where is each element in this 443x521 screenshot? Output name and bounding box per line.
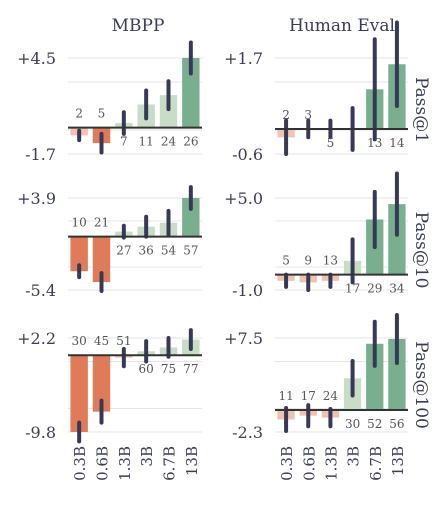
x-tick-label: 1.3B bbox=[116, 446, 134, 481]
y-tick-label: -1.7 bbox=[25, 145, 56, 164]
bar bbox=[366, 343, 384, 410]
count-label: 75 bbox=[161, 362, 176, 376]
row-label-pass1: Pass@1 bbox=[411, 77, 431, 143]
column-title-human-eval: Human Eval bbox=[289, 16, 395, 36]
count-label: 36 bbox=[139, 244, 154, 258]
bar bbox=[388, 338, 406, 410]
panel: +1.7 -0.6 2 3 5 13 14 bbox=[224, 20, 408, 164]
x-tick-label: 6.7B bbox=[161, 446, 179, 481]
bar bbox=[92, 236, 111, 283]
count-label: 11 bbox=[139, 135, 154, 149]
count-label: 27 bbox=[116, 244, 131, 258]
y-tick-label: -1.0 bbox=[232, 281, 263, 300]
panel: +2.2 -9.8 30 45 51 60 75 77 bbox=[17, 328, 202, 444]
count-label: 29 bbox=[367, 282, 382, 296]
x-tick-label: 13B bbox=[389, 446, 407, 476]
count-label: 10 bbox=[72, 216, 87, 230]
panel: +5.0 -1.0 5 9 13 17 29 34 bbox=[224, 171, 408, 300]
x-tick-label: 0.6B bbox=[300, 446, 318, 481]
count-label: 13 bbox=[323, 254, 338, 268]
chart-panels: +4.5-1.72 57 11 24 26+1.7-0.62 35 13 14+3.9-5.4… bbox=[17, 20, 408, 444]
count-label: 5 bbox=[98, 107, 106, 121]
count-label: 5 bbox=[327, 136, 335, 150]
x-tick-label: 0.6B bbox=[94, 446, 112, 481]
count-label: 2 bbox=[75, 107, 83, 121]
bar bbox=[92, 355, 111, 412]
column-title-mbpp: MBPP bbox=[112, 16, 165, 36]
y-tick-label: +3.9 bbox=[17, 189, 56, 208]
count-label: 26 bbox=[183, 135, 198, 149]
bar bbox=[182, 198, 200, 237]
panel: +3.9 -5.4 10 21 27 36 54 57 bbox=[17, 185, 202, 300]
count-label: 24 bbox=[323, 389, 339, 403]
count-label: 54 bbox=[161, 244, 177, 258]
row-label-pass100: Pass@100 bbox=[411, 341, 431, 429]
count-label: 2 bbox=[282, 108, 290, 122]
count-label: 7 bbox=[120, 135, 128, 149]
y-tick-label: +7.5 bbox=[224, 329, 263, 348]
bar bbox=[70, 355, 88, 432]
count-label: 17 bbox=[345, 282, 360, 296]
count-label: 13 bbox=[367, 136, 382, 150]
count-label: 17 bbox=[301, 389, 316, 403]
bar bbox=[70, 236, 88, 272]
y-tick-label: -9.8 bbox=[25, 423, 56, 442]
bar bbox=[159, 95, 178, 128]
count-label: 30 bbox=[72, 334, 87, 348]
x-tick-label: 1.3B bbox=[322, 446, 340, 481]
count-label: 3 bbox=[304, 108, 312, 122]
count-label: 77 bbox=[183, 362, 198, 376]
y-tick-label: +4.5 bbox=[17, 49, 56, 68]
count-label: 57 bbox=[183, 244, 198, 258]
count-label: 45 bbox=[94, 334, 109, 348]
y-tick-label: +5.0 bbox=[224, 189, 263, 208]
count-label: 34 bbox=[389, 282, 405, 296]
panel: +4.5 -1.7 2 57 11 24 26 bbox=[17, 40, 202, 164]
x-tick-label: 0.3B bbox=[71, 446, 89, 481]
y-tick-label: +1.7 bbox=[224, 49, 263, 68]
count-label: 14 bbox=[389, 136, 405, 150]
count-label: 30 bbox=[345, 417, 360, 431]
y-tick-label: -5.4 bbox=[25, 281, 56, 300]
count-label: 11 bbox=[278, 389, 293, 403]
x-tick-label: 3B bbox=[345, 446, 363, 467]
x-tick-label: 0.3B bbox=[278, 446, 296, 481]
y-tick-label: +2.2 bbox=[17, 329, 56, 348]
x-tick-label: 6.7B bbox=[367, 446, 385, 481]
bar bbox=[388, 204, 406, 275]
count-label: 52 bbox=[367, 417, 382, 431]
x-tick-label: 13B bbox=[183, 446, 201, 476]
bar bbox=[182, 58, 200, 128]
x-tick-label: 3B bbox=[138, 446, 156, 467]
y-tick-label: -2.3 bbox=[232, 423, 263, 442]
count-label: 56 bbox=[389, 417, 404, 431]
y-tick-label: -0.6 bbox=[232, 145, 263, 164]
row-label-pass10: Pass@10 bbox=[411, 212, 431, 289]
count-label: 60 bbox=[139, 362, 154, 376]
panel: +7.5 -2.3 11 17 24 30 52 56 bbox=[224, 312, 408, 442]
x-tick-labels: 0.3B 0.6B 1.3B 3B 6.7B 13B 0.3B 0.6B 1.3B 3B 6.7B 1… bbox=[71, 446, 407, 481]
count-label: 9 bbox=[304, 254, 312, 268]
count-label: 51 bbox=[116, 334, 131, 348]
count-label: 5 bbox=[282, 254, 290, 268]
count-label: 21 bbox=[94, 216, 109, 230]
count-label: 24 bbox=[161, 135, 177, 149]
